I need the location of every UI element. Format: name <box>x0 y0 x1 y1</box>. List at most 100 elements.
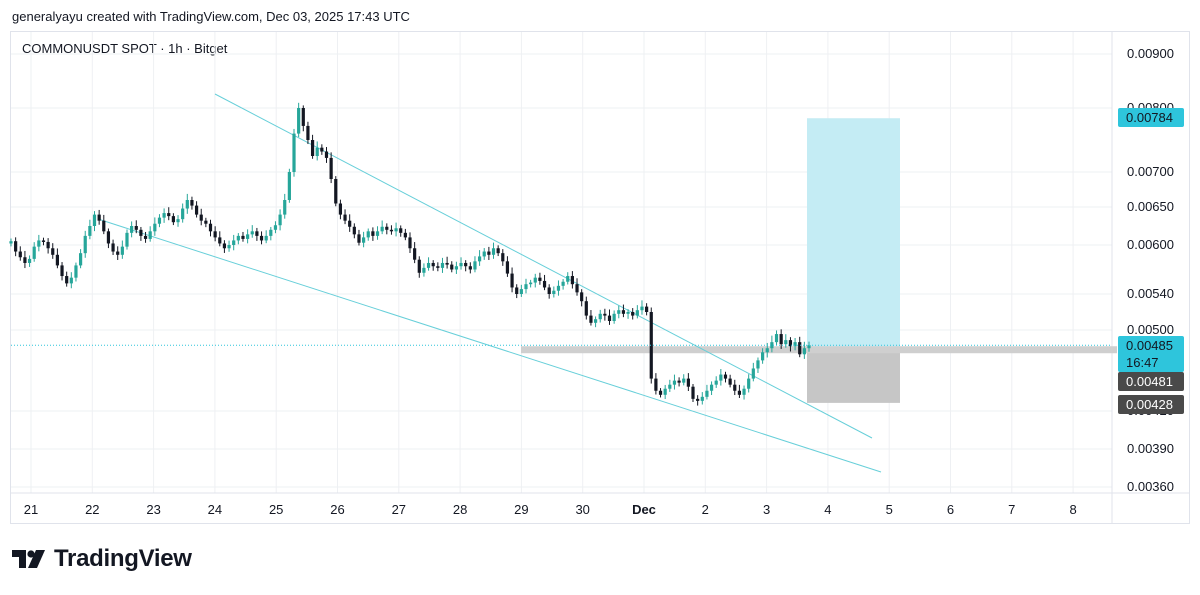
candle-body <box>617 310 621 314</box>
candle-body <box>143 235 148 239</box>
candle-body <box>292 133 296 172</box>
candle-body <box>807 345 811 349</box>
candle-body <box>422 267 426 273</box>
candle-body <box>621 310 626 314</box>
candle-body <box>413 248 417 260</box>
candle-body <box>97 214 101 221</box>
candle-body <box>88 226 92 236</box>
candle-body <box>649 312 653 379</box>
candle-body <box>454 266 458 270</box>
tradingview-wordmark: TradingView <box>54 545 192 572</box>
y-tick-label: 0.00500 <box>1127 322 1174 337</box>
last-price-badge-bg <box>1118 336 1184 372</box>
candle-body <box>190 200 194 206</box>
candle-body <box>46 241 50 249</box>
candle-body <box>566 276 570 282</box>
candle-body <box>306 125 310 140</box>
target-zone <box>807 118 900 350</box>
candle-body <box>102 220 106 232</box>
candle-body <box>682 378 686 383</box>
candle-body <box>32 246 36 259</box>
candle-body <box>116 251 120 255</box>
candle-body <box>371 231 375 236</box>
candle-body <box>598 313 602 320</box>
candle-body <box>542 280 547 288</box>
candle-body <box>130 226 134 233</box>
x-tick-label: Dec <box>632 502 656 517</box>
candle-body <box>635 310 639 316</box>
candle-body <box>473 261 477 270</box>
candle-body <box>218 237 222 244</box>
candle-body <box>69 277 73 284</box>
candle-body <box>589 315 593 323</box>
candle-body <box>788 340 793 347</box>
candle-body <box>9 241 13 244</box>
candle-body <box>784 340 788 345</box>
candle-body <box>440 262 445 268</box>
x-tick-label: 7 <box>1008 502 1015 517</box>
candle-body <box>176 219 180 223</box>
candle-body <box>417 259 421 273</box>
candle-body <box>273 225 278 230</box>
candle-body <box>352 226 356 235</box>
candle-body <box>199 214 203 221</box>
candle-body <box>241 235 245 239</box>
candle-body <box>612 313 616 321</box>
x-tick-label: 26 <box>330 502 344 517</box>
candle-body <box>148 231 152 239</box>
candle-body <box>394 228 398 232</box>
candle-body <box>709 384 714 391</box>
candle-body <box>269 229 273 236</box>
candle-body <box>60 265 64 277</box>
candle-body <box>287 172 291 200</box>
candle-body <box>278 214 282 226</box>
candle-body <box>385 226 389 230</box>
candle-body <box>348 220 352 227</box>
candle-body <box>320 147 324 152</box>
y-tick-label: 0.00390 <box>1127 441 1174 456</box>
target-price-badge-bg <box>1118 108 1184 127</box>
candle-body <box>283 200 287 215</box>
candle-body <box>477 256 482 262</box>
x-tick-label: 21 <box>24 502 38 517</box>
symbol-title[interactable]: COMMONUSDT SPOT · 1h · Bitget <box>22 41 228 56</box>
entry-price-badge-bg <box>1118 372 1184 391</box>
candle-body <box>519 289 523 294</box>
attribution-text: generalyayu created with TradingView.com… <box>12 9 410 24</box>
candle-body <box>171 216 175 223</box>
candle-body <box>742 388 746 395</box>
candle-body <box>157 217 162 224</box>
candle-body <box>747 378 751 389</box>
candle-body <box>510 273 514 288</box>
stop-price-badge-bg <box>1118 395 1184 414</box>
candle-body <box>626 312 630 314</box>
candle-body <box>468 266 472 270</box>
candle-body <box>315 147 319 156</box>
candle-body <box>593 319 598 323</box>
candle-body <box>496 248 500 254</box>
candle-body <box>663 388 667 395</box>
candle-body <box>802 348 806 355</box>
candle-body <box>255 231 259 236</box>
candle-body <box>774 334 779 343</box>
candle-body <box>677 380 681 383</box>
candle-body <box>547 287 551 294</box>
tradingview-logo-icon <box>12 550 45 568</box>
candle-body <box>227 245 231 249</box>
candle-body <box>487 251 491 255</box>
x-tick-label: 23 <box>146 502 160 517</box>
candle-body <box>236 235 240 241</box>
candle-body <box>793 342 797 347</box>
x-tick-label: 5 <box>886 502 893 517</box>
candle-body <box>222 243 227 249</box>
tradingview-logo[interactable]: TradingView <box>12 545 192 573</box>
target-price-badge: 0.00784 <box>1126 110 1173 125</box>
candle-body <box>501 253 505 262</box>
candle-body <box>250 231 254 235</box>
candle-body <box>181 208 185 220</box>
candle-body <box>640 306 644 311</box>
last-price-badge: 0.00485 <box>1126 338 1173 353</box>
candle-body <box>779 334 783 345</box>
candle-body <box>204 220 208 224</box>
